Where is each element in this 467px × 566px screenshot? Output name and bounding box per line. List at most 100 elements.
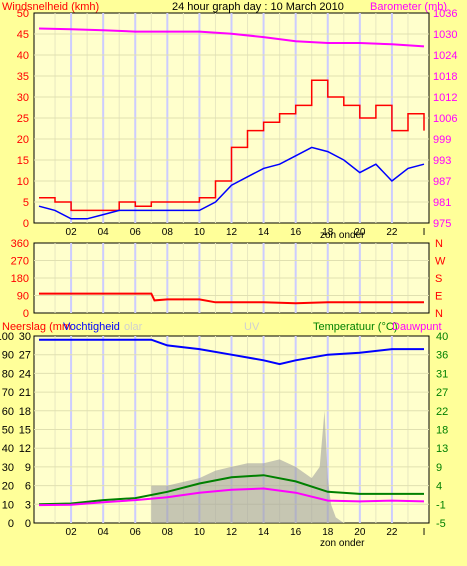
p3-x-tick-label: 06	[130, 527, 142, 538]
direction-grid	[34, 243, 429, 313]
wind-tick-label: 10	[17, 176, 29, 188]
direction-axis-ticks: 360 270 180 90 0	[11, 238, 29, 320]
humidity-tick-label: 0	[8, 518, 14, 530]
pressure-tick-label: 1024	[433, 50, 457, 62]
rain-tick-label: 12	[19, 443, 31, 455]
wind-tick-label: 15	[17, 155, 29, 167]
gust-series-line	[39, 79, 425, 212]
p1-x-tick-label: 18	[322, 227, 334, 238]
solar-series-area	[151, 410, 344, 523]
direction-series-line	[39, 292, 424, 305]
wind-pressure-marks	[38, 27, 425, 220]
p1-x-tick-label: 10	[194, 227, 206, 238]
humidity-series-line	[39, 338, 424, 366]
pressure-tick-label: 993	[433, 155, 451, 167]
p1-x-tick-label: 06	[130, 227, 142, 238]
rain-tick-label: 6	[25, 481, 31, 493]
temperature-axis-ticks: 40 36 31 27 22 18 13 9 4 -1 -5	[436, 331, 448, 530]
rain-tick-label: 21	[19, 387, 31, 399]
p3-x-tick-label: 22	[386, 527, 398, 538]
p1-x-tick-label: 20	[354, 227, 366, 238]
temperature-series-line	[38, 474, 424, 506]
pressure-tick-label: 999	[433, 134, 451, 146]
p1-x-tick-label: 02	[66, 227, 78, 238]
temperature-tick-label: 36	[436, 350, 448, 362]
pressure-tick-label: 1036	[433, 8, 457, 20]
dewpoint-series-line	[38, 487, 425, 507]
humidity-tick-label: 80	[2, 368, 14, 380]
humidity-tick-label: 100	[0, 331, 14, 343]
panel1-x-axis: 02 04 06 08 10 12 14 16 18 20 22 I	[66, 227, 426, 238]
p3-x-tick-label: 16	[290, 527, 302, 538]
wind-tick-label: 0	[23, 218, 29, 230]
pressure-tick-label: 987	[433, 176, 451, 188]
p3-x-tick-label: 02	[66, 527, 78, 538]
panel3-x-axis: 02 04 06 08 10 12 14 16 18 20 22 I	[66, 527, 426, 538]
humidity-tick-label: 30	[2, 462, 14, 474]
pressure-tick-label: 1030	[433, 29, 457, 41]
compass-tick-label: S	[435, 273, 442, 285]
temperature-tick-label: 18	[436, 425, 448, 437]
climate-marks	[38, 338, 425, 523]
p3-x-tick-label: 08	[162, 527, 174, 538]
pressure-tick-label: 981	[433, 197, 451, 209]
p1-x-tick-label: 14	[258, 227, 270, 238]
p3-x-tick-label: 12	[226, 527, 238, 538]
humidity-tick-label: 60	[2, 406, 14, 418]
pressure-tick-label: 1012	[433, 92, 457, 104]
wind-tick-label: 5	[23, 197, 29, 209]
wind-tick-label: 20	[17, 134, 29, 146]
temperature-tick-label: -5	[436, 518, 446, 530]
pressure-tick-label: 1006	[433, 113, 457, 125]
p1-x-tick-label: 16	[290, 227, 302, 238]
direction-tick-label: 270	[11, 256, 29, 268]
direction-tick-label: 0	[23, 308, 29, 320]
p3-x-tick-label: 14	[258, 527, 270, 538]
pressure-axis-ticks: 1036 1030 1024 1018 1012 1006 999 993 987 981 975	[433, 8, 457, 230]
temperature-tick-label: 31	[436, 368, 448, 380]
p1-x-tick-end: I	[423, 227, 426, 238]
compass-tick-label: N	[435, 308, 443, 320]
rain-tick-label: 0	[25, 518, 31, 530]
temperature-tick-label: 22	[436, 406, 448, 418]
p1-x-tick-label: 12	[226, 227, 238, 238]
humidity-tick-label: 40	[2, 443, 14, 455]
rain-tick-label: 9	[25, 462, 31, 474]
pressure-axis-title: Barometer (mb)	[370, 1, 447, 13]
wind-axis-title: Windsnelheid (kmh)	[2, 1, 99, 13]
direction-marks	[39, 292, 424, 305]
rain-tick-label: 18	[19, 406, 31, 418]
p3-x-tick-label: 04	[98, 527, 110, 538]
humidity-axis-ticks: 1009080706050403020100	[0, 331, 14, 530]
uv-axis-title: UV	[244, 321, 260, 333]
wind-tick-label: 40	[17, 50, 29, 62]
compass-tick-label: E	[435, 291, 442, 303]
pressure-tick-label: 1018	[433, 71, 457, 83]
rain-tick-label: 15	[19, 425, 31, 437]
temperature-tick-label: -1	[436, 499, 446, 511]
wind-tick-label: 30	[17, 92, 29, 104]
wind-tick-label: 50	[17, 8, 29, 20]
wind-tick-label: 45	[17, 29, 29, 41]
temperature-axis-title: Temperatuur (°C)	[313, 321, 397, 333]
humidity-tick-label: 90	[2, 350, 14, 362]
humidity-tick-label: 10	[2, 499, 14, 511]
compass-tick-label: W	[435, 256, 446, 268]
pressure-tick-label: 975	[433, 218, 451, 230]
p3-x-tick-end: I	[423, 527, 426, 538]
wind-tick-label: 35	[17, 71, 29, 83]
solar-axis-title: olar	[124, 321, 143, 333]
humidity-tick-label: 20	[2, 481, 14, 493]
rain-axis-title: Neerslag (mm	[2, 321, 71, 333]
p1-x-tick-label: 22	[386, 227, 398, 238]
humidity-axis-title: Vochtigheid	[63, 321, 120, 333]
direction-tick-label: 180	[11, 273, 29, 285]
temperature-tick-label: 27	[436, 387, 448, 399]
rain-tick-label: 30	[19, 331, 31, 343]
wind-series-line	[38, 146, 425, 220]
rain-tick-label: 27	[19, 350, 31, 362]
temperature-tick-label: 4	[436, 481, 442, 493]
temperature-tick-label: 13	[436, 443, 448, 455]
